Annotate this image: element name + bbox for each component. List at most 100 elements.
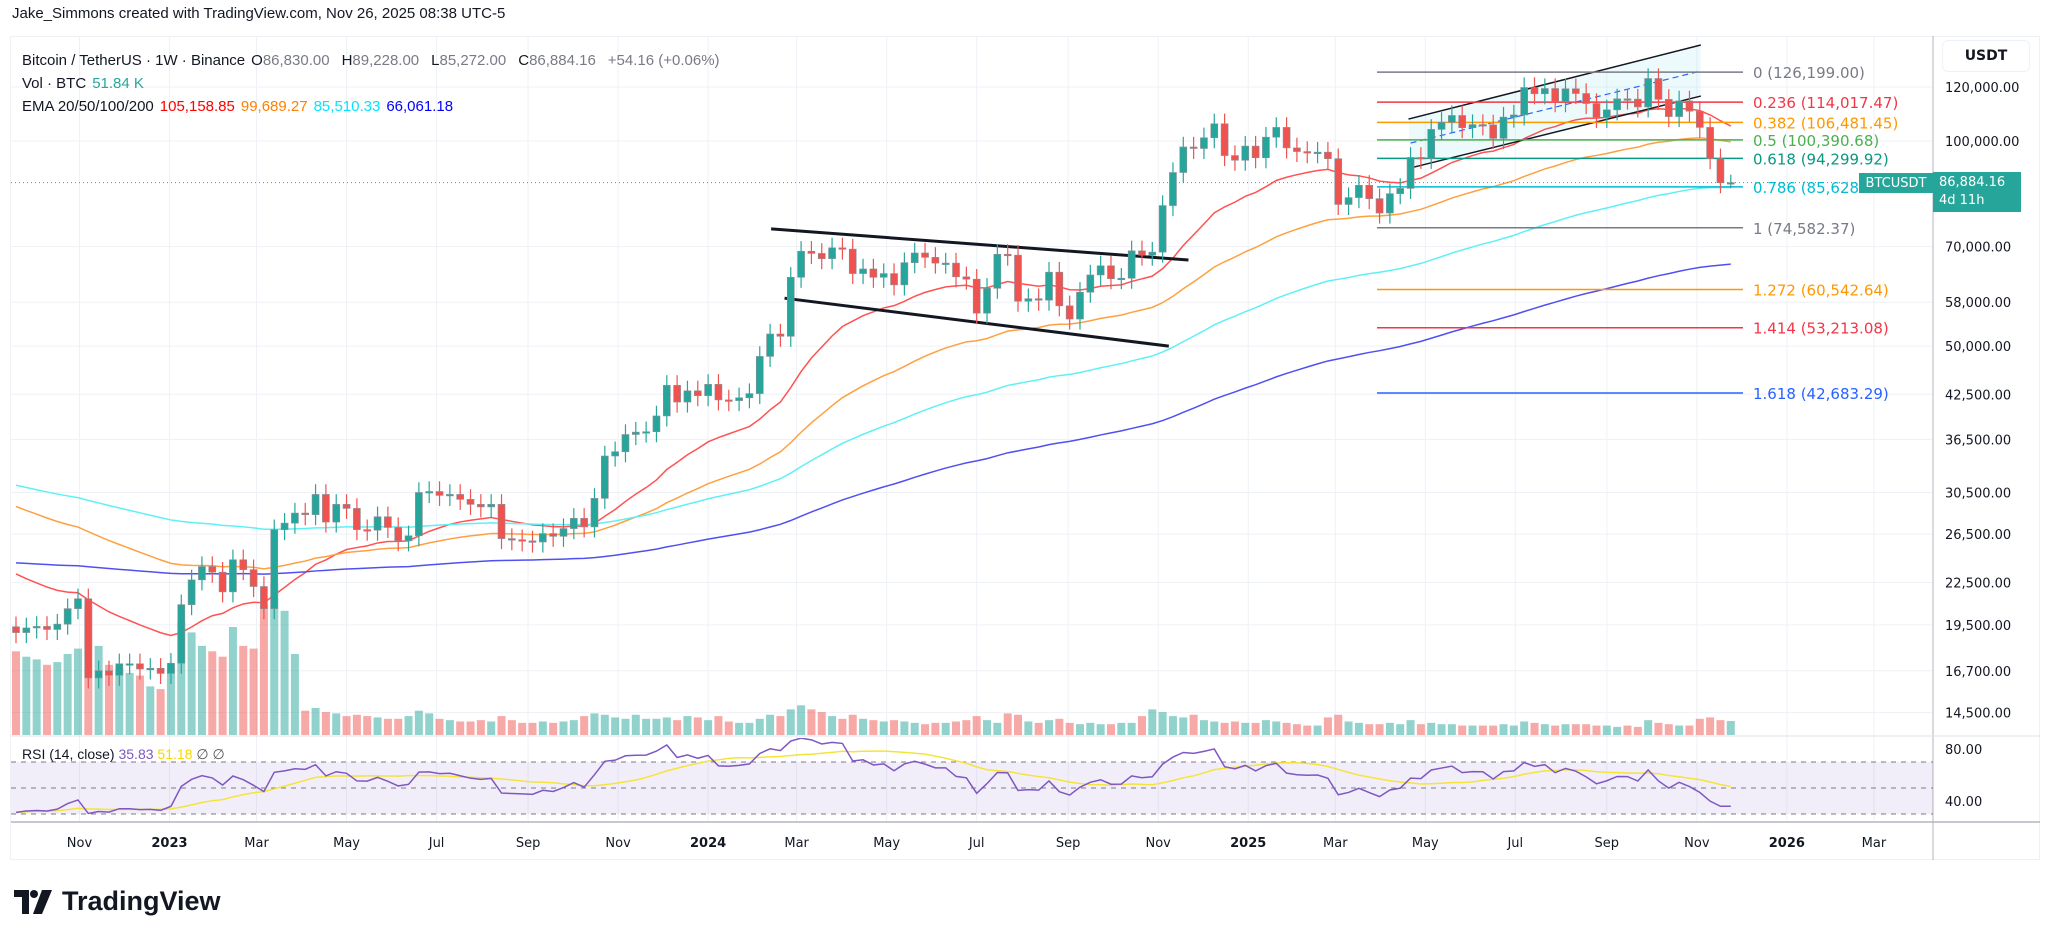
volume-bar	[1220, 722, 1229, 735]
candle	[1158, 195, 1167, 263]
ema-label[interactable]: EMA 20/50/100/200	[22, 98, 154, 115]
candle-body	[952, 262, 960, 278]
candle	[1324, 141, 1332, 170]
volume-bar	[528, 722, 537, 735]
volume-bar	[404, 716, 413, 735]
volume-bar	[817, 712, 826, 735]
candle	[1437, 112, 1446, 140]
candle	[797, 241, 805, 288]
volume-bar	[1323, 717, 1332, 735]
volume-bar	[466, 721, 475, 735]
volume-bar	[1726, 721, 1735, 735]
volume-bar	[1716, 720, 1725, 735]
rsi-axis-label: 40.00	[1945, 795, 1982, 810]
candle	[1448, 105, 1456, 133]
last-price-tag: 86,884.16 4d 11h	[1933, 172, 2021, 212]
volume-bar	[497, 716, 506, 735]
candle	[1003, 244, 1012, 266]
open-value: 86,830.00	[262, 52, 330, 69]
ema200-value: 66,061.18	[386, 98, 454, 115]
volume-bar	[22, 656, 31, 735]
rsi-value: 35.83	[118, 746, 154, 762]
candle-body	[1086, 274, 1095, 293]
candle	[146, 658, 155, 680]
close-value: 86,884.16	[529, 52, 596, 69]
volume-bar	[983, 720, 992, 735]
candle-body	[1344, 197, 1353, 205]
currency-button[interactable]: USDT	[1942, 40, 2030, 72]
volume-bar	[1075, 724, 1084, 735]
candle-body	[1220, 123, 1229, 156]
tradingview-logo[interactable]: TradingView	[14, 886, 221, 917]
candle	[32, 616, 41, 639]
volume-bar	[1571, 724, 1580, 735]
candle	[1138, 240, 1146, 266]
candle-body	[1365, 184, 1374, 199]
candle-body	[1468, 124, 1477, 128]
volume-bar	[1396, 724, 1405, 735]
candle-body	[931, 257, 940, 264]
volume-bar	[745, 722, 754, 735]
candle-body	[1324, 151, 1332, 159]
volume-bar	[228, 627, 237, 735]
volume-bar	[135, 675, 144, 735]
candle	[1169, 162, 1177, 217]
candle	[301, 502, 310, 526]
candle	[693, 380, 702, 407]
time-axis-label: Jul	[428, 836, 445, 851]
ema50-value: 99,689.27	[240, 98, 308, 115]
volume-bar	[828, 716, 837, 735]
candle-body	[1127, 250, 1136, 279]
candle	[342, 494, 351, 519]
volume-bar	[900, 721, 909, 735]
volume-bars	[12, 583, 1735, 735]
candle-body	[218, 571, 227, 593]
volume-bar	[1210, 721, 1219, 735]
candle-body	[1448, 115, 1456, 123]
candle-body	[983, 287, 991, 314]
candle-body	[580, 518, 588, 528]
candle	[1293, 137, 1301, 163]
volume-bar	[1592, 725, 1601, 735]
volume-bar	[693, 717, 702, 735]
volume-bar	[12, 651, 20, 735]
candle-body	[74, 598, 82, 609]
rsi-label[interactable]: RSI (14, close)	[22, 746, 115, 762]
candle	[84, 588, 93, 689]
candle-body	[1375, 198, 1384, 214]
candle	[631, 421, 640, 446]
candle	[1313, 141, 1322, 164]
candle	[1303, 141, 1312, 164]
candle	[735, 387, 743, 412]
candle-body	[1148, 251, 1157, 256]
candle	[1365, 175, 1374, 210]
candle-body	[125, 663, 134, 666]
candle	[1592, 93, 1601, 128]
candle	[993, 244, 1002, 299]
candle-body	[1386, 193, 1394, 214]
candle	[1572, 78, 1580, 105]
price-axis-label: 30,500.00	[1945, 486, 2011, 501]
candle-body	[704, 384, 712, 396]
candle	[497, 494, 506, 550]
candle-body	[1437, 122, 1446, 130]
volume-bar	[1582, 724, 1591, 735]
volume-label[interactable]: Vol · BTC	[22, 75, 87, 92]
time-axis-label: 2025	[1230, 836, 1266, 851]
candle-body	[1158, 205, 1167, 253]
volume-bar	[1344, 721, 1353, 735]
candle-body	[1313, 151, 1322, 154]
low-value: 85,272.00	[439, 52, 507, 69]
volume-bar	[1055, 718, 1064, 735]
open-label: O	[251, 52, 263, 69]
volume-bar	[435, 718, 444, 735]
candle-body	[1293, 147, 1301, 152]
symbol-name[interactable]: Bitcoin / TetherUS · 1W · Binance	[22, 52, 246, 69]
volume-bar	[445, 720, 454, 735]
candle-body	[652, 415, 661, 433]
volume-bar	[704, 720, 713, 735]
candle	[198, 556, 206, 591]
volume-bar	[1654, 722, 1663, 735]
candle	[1654, 68, 1663, 110]
